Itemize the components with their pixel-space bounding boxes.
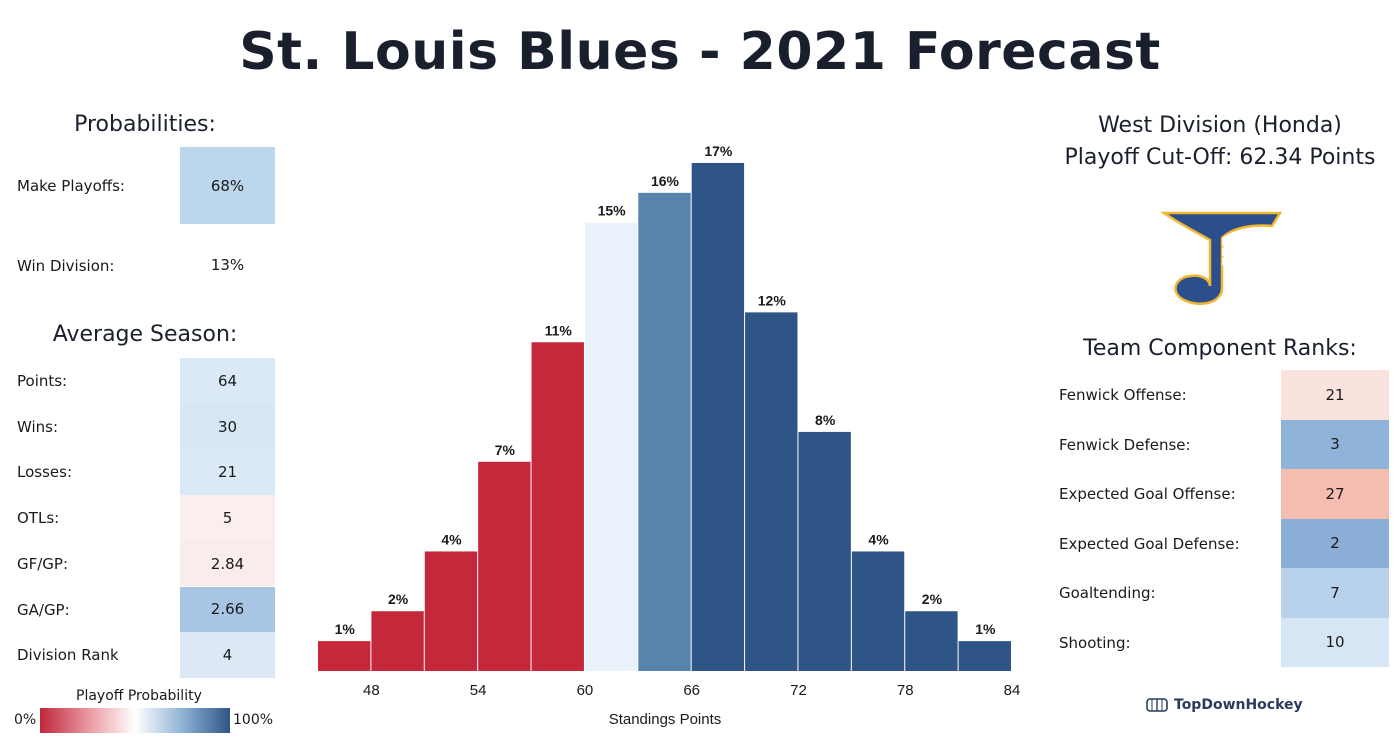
component-rank-value: 2 bbox=[1281, 518, 1389, 568]
brand-logo: TopDownHockey bbox=[1146, 697, 1303, 713]
x-tick-label: 84 bbox=[1004, 682, 1021, 699]
component-rank-value: 7 bbox=[1281, 568, 1389, 618]
component-rank-label: Expected Goal Defense: bbox=[1059, 534, 1240, 553]
bar-data-label: 4% bbox=[868, 531, 889, 547]
win-division-label: Win Division: bbox=[17, 257, 115, 275]
bar-data-label: 17% bbox=[704, 143, 733, 159]
avg-season-value: 30 bbox=[180, 403, 275, 450]
avg-season-label: GF/GP: bbox=[17, 554, 69, 573]
division-name: West Division (Honda) bbox=[1098, 113, 1342, 138]
bar-data-label: 7% bbox=[495, 442, 516, 458]
bar-data-label: 15% bbox=[598, 203, 627, 219]
histogram-bar bbox=[638, 192, 691, 671]
component-rank-value: 10 bbox=[1281, 617, 1389, 667]
make-playoffs-label: Make Playoffs: bbox=[17, 177, 125, 195]
x-tick-label: 66 bbox=[683, 682, 700, 699]
bar-data-label: 2% bbox=[922, 591, 943, 607]
bar-data-label: 16% bbox=[651, 173, 680, 189]
component-rank-value: 3 bbox=[1281, 419, 1389, 469]
avg-season-label: Division Rank bbox=[17, 646, 119, 665]
average-season-heading: Average Season: bbox=[52, 322, 238, 347]
histogram-bar bbox=[584, 222, 638, 671]
component-rank-label: Goaltending: bbox=[1059, 584, 1156, 602]
page-title: St. Louis Blues - 2021 Forecast bbox=[239, 22, 1161, 82]
component-rank-value: 21 bbox=[1281, 370, 1389, 420]
avg-season-label: OTLs: bbox=[17, 509, 60, 528]
avg-season-label: Points: bbox=[17, 372, 68, 390]
bar-data-label: 1% bbox=[335, 621, 356, 637]
hockey-rink-icon bbox=[1146, 698, 1168, 712]
component-rank-label: Expected Goal Offense: bbox=[1059, 485, 1236, 503]
legend-max-label: 100% bbox=[233, 712, 274, 728]
playoff-cutoff: Playoff Cut-Off: 62.34 Points bbox=[1064, 145, 1376, 170]
legend-gradient bbox=[40, 708, 230, 733]
histogram-bar bbox=[691, 162, 745, 671]
avg-season-value: 2.84 bbox=[180, 540, 275, 587]
brand-name: TopDownHockey bbox=[1174, 697, 1303, 713]
make-playoffs-value: 68% bbox=[180, 147, 275, 224]
blues-note-logo-icon bbox=[1160, 211, 1283, 305]
component-ranks-heading: Team Component Ranks: bbox=[1083, 336, 1357, 361]
histogram-bar bbox=[531, 342, 584, 671]
avg-season-value: 4 bbox=[180, 632, 275, 678]
avg-season-value: 21 bbox=[180, 449, 275, 496]
bar-data-label: 8% bbox=[815, 412, 836, 428]
x-tick-label: 78 bbox=[897, 682, 914, 699]
avg-season-label: Losses: bbox=[17, 463, 72, 482]
legend-min-label: 0% bbox=[14, 712, 37, 728]
legend-title: Playoff Probability bbox=[76, 688, 202, 704]
component-rank-value: 27 bbox=[1281, 469, 1389, 519]
component-rank-label: Fenwick Offense: bbox=[1059, 386, 1187, 404]
probabilities-heading: Probabilities: bbox=[74, 112, 216, 137]
x-axis-label: Standings Points bbox=[609, 711, 722, 728]
standings-histogram: 1% 2% 4% 7% 11% 15% 16% 17% 12% 8% 4% 2% 1% 48 54 60 66 7… bbox=[318, 143, 1021, 728]
component-rank-label: Fenwick Defense: bbox=[1059, 435, 1191, 454]
bar-data-label: 12% bbox=[758, 292, 787, 308]
avg-season-label: Wins: bbox=[17, 417, 59, 436]
histogram-bar bbox=[478, 461, 531, 671]
bar-data-label: 1% bbox=[975, 621, 996, 637]
histogram-bar bbox=[851, 551, 905, 671]
x-tick-label: 48 bbox=[363, 682, 380, 699]
avg-season-label: GA/GP: bbox=[17, 600, 70, 619]
avg-season-value: 5 bbox=[180, 495, 275, 541]
x-tick-label: 72 bbox=[790, 682, 807, 699]
histogram-bar bbox=[318, 641, 371, 671]
bar-data-label: 2% bbox=[388, 591, 409, 607]
histogram-bar bbox=[745, 312, 798, 671]
histogram-bar bbox=[958, 641, 1011, 671]
bar-data-label: 11% bbox=[545, 322, 573, 338]
x-tick-label: 54 bbox=[470, 682, 487, 699]
component-rank-label: Shooting: bbox=[1059, 633, 1131, 652]
x-tick-label: 60 bbox=[577, 682, 594, 699]
avg-season-value: 64 bbox=[180, 358, 275, 404]
bar-data-label: 4% bbox=[441, 531, 462, 547]
avg-season-value: 2.66 bbox=[180, 586, 275, 633]
histogram-bar bbox=[424, 551, 478, 671]
histogram-bar bbox=[371, 611, 424, 671]
histogram-bar bbox=[798, 431, 851, 671]
histogram-bar bbox=[905, 611, 958, 671]
win-division-value: 13% bbox=[180, 245, 275, 285]
